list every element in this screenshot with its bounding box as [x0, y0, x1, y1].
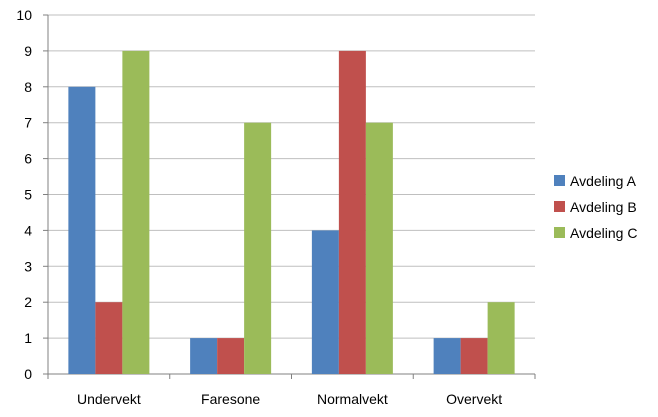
x-tick-label: Normalvekt: [317, 391, 388, 407]
legend-label: Avdeling B: [570, 199, 637, 215]
bar-avdeling-a-overvekt: [433, 338, 461, 374]
y-tick-label: 4: [24, 222, 32, 238]
bar-avdeling-c-normalvekt: [365, 122, 393, 374]
bars: [68, 50, 515, 375]
y-tick-label: 6: [24, 151, 32, 167]
y-tick-label: 3: [24, 258, 32, 274]
bar-avdeling-c-overvekt: [487, 302, 515, 374]
bar-avdeling-b-overvekt: [460, 338, 488, 374]
legend-swatch: [554, 227, 565, 238]
y-tick-label: 7: [24, 115, 32, 131]
x-tick-labels: Undervekt Faresone Normalvekt Overvekt: [77, 391, 502, 407]
legend-swatch: [554, 201, 565, 212]
legend-label: Avdeling A: [570, 173, 637, 189]
legend: Avdeling A Avdeling B Avdeling C: [554, 173, 637, 241]
legend-swatch: [554, 175, 565, 186]
y-tick-label: 5: [24, 187, 32, 203]
bar-avdeling-c-faresone: [244, 122, 272, 374]
bar-avdeling-a-normalvekt: [311, 230, 339, 374]
legend-label: Avdeling C: [570, 225, 637, 241]
bar-avdeling-b-normalvekt: [338, 50, 366, 375]
bar-avdeling-b-faresone: [217, 338, 245, 374]
y-tick-label: 10: [16, 7, 32, 23]
gridlines: [48, 14, 535, 339]
bar-avdeling-a-undervekt: [68, 86, 96, 375]
bar-avdeling-a-faresone: [190, 338, 218, 374]
y-tick-label: 8: [24, 79, 32, 95]
x-tick-label: Undervekt: [77, 391, 141, 407]
y-tick-labels: 0 1 2 3 4 5 6 7 8 9 10: [16, 7, 32, 382]
x-tick-label: Overvekt: [446, 391, 502, 407]
bar-avdeling-b-undervekt: [95, 302, 123, 374]
y-tick-label: 0: [24, 366, 32, 382]
y-tick-label: 9: [24, 43, 32, 59]
y-tick-label: 1: [24, 330, 32, 346]
x-tick-label: Faresone: [201, 391, 260, 407]
y-tick-label: 2: [24, 294, 32, 310]
bar-avdeling-c-undervekt: [122, 50, 150, 375]
